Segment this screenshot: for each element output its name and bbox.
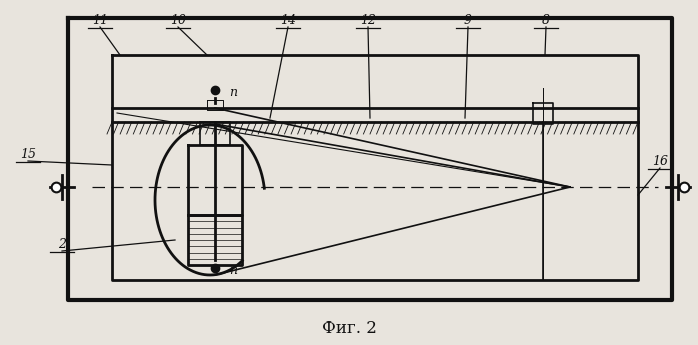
Text: n: n xyxy=(229,87,237,99)
Text: 15: 15 xyxy=(20,148,36,161)
Text: 2: 2 xyxy=(58,238,66,251)
Text: 16: 16 xyxy=(652,155,668,168)
Text: Фиг. 2: Фиг. 2 xyxy=(322,320,376,337)
Text: n: n xyxy=(229,265,237,277)
Text: 8: 8 xyxy=(542,14,550,27)
Text: 11: 11 xyxy=(92,14,108,27)
Text: 12: 12 xyxy=(360,14,376,27)
Text: 10: 10 xyxy=(170,14,186,27)
Text: 14: 14 xyxy=(280,14,296,27)
Text: 9: 9 xyxy=(464,14,472,27)
